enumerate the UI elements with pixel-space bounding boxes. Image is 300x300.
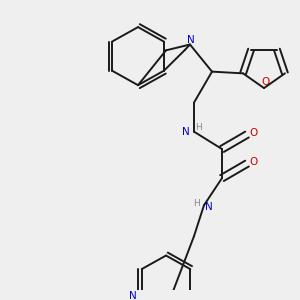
Text: H: H: [194, 199, 200, 208]
Text: N: N: [129, 291, 136, 300]
Text: N: N: [205, 202, 213, 212]
Text: N: N: [187, 35, 195, 45]
Text: O: O: [262, 77, 270, 87]
Text: N: N: [182, 127, 190, 136]
Text: H: H: [195, 123, 201, 132]
Text: O: O: [249, 157, 257, 166]
Text: O: O: [249, 128, 257, 138]
